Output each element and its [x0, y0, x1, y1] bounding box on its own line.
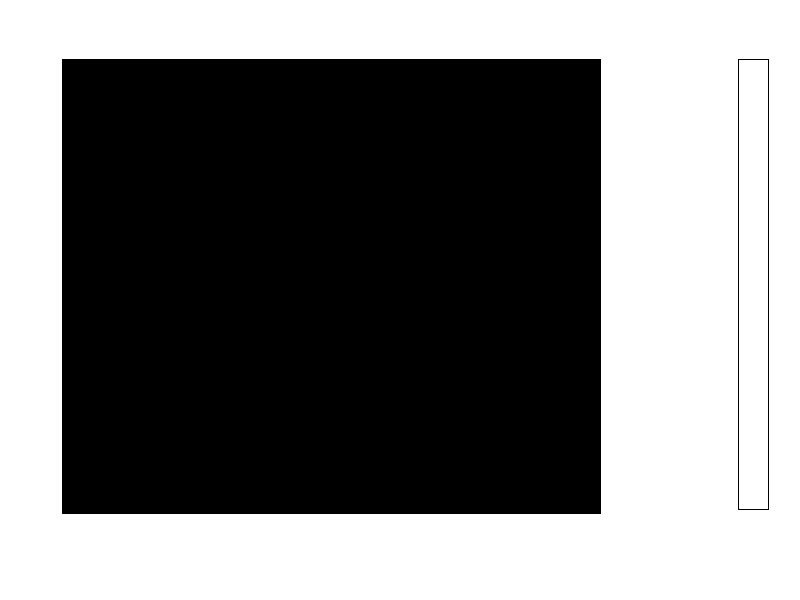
spectrogram-heatmap [63, 60, 600, 513]
colorbar [738, 59, 769, 510]
colorbar-minor-ticks-right [739, 60, 745, 509]
